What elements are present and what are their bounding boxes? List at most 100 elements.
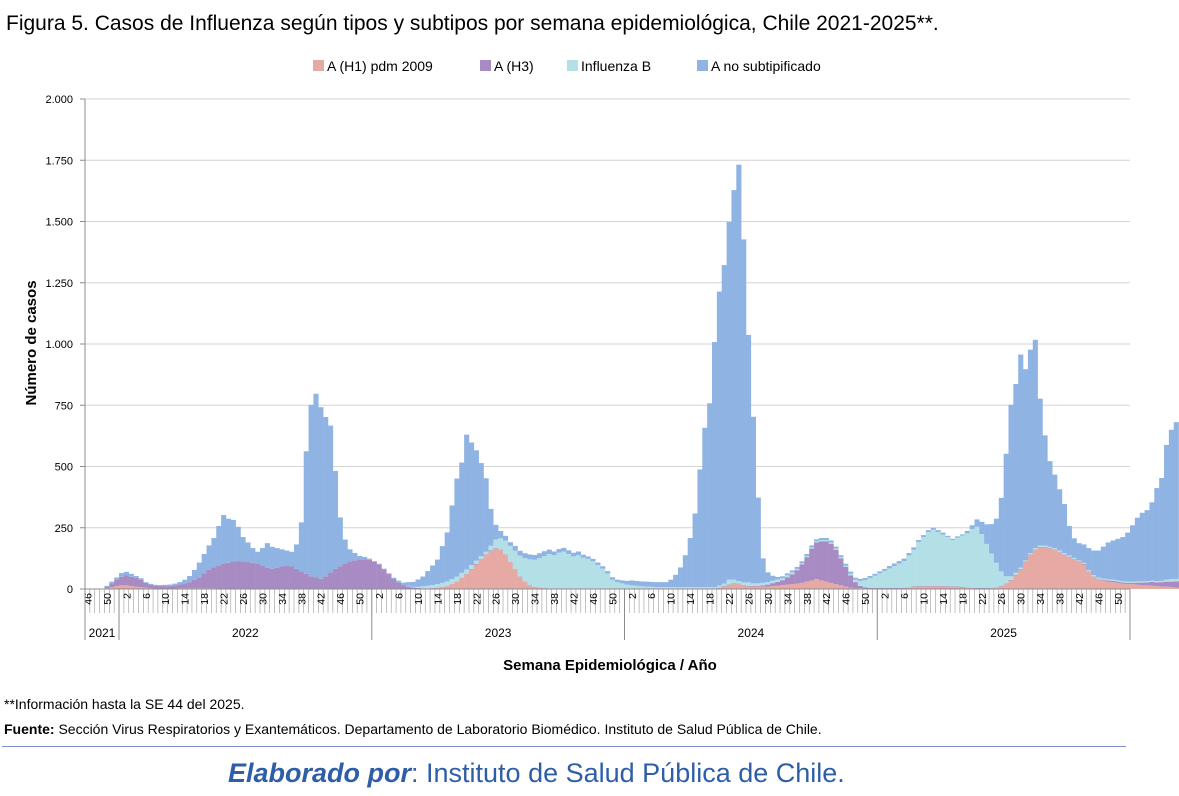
bar-segment: [1008, 580, 1014, 589]
bar-segment: [498, 530, 504, 539]
bar-segment: [886, 568, 893, 589]
bar-segment: [760, 558, 766, 583]
bar-segment: [775, 585, 781, 589]
bar-segment: [439, 582, 445, 587]
x-tick-label: 2: [627, 593, 639, 599]
bar-segment: [629, 585, 635, 589]
bar-segment: [1154, 586, 1160, 589]
bar-segment: [512, 550, 518, 570]
bar-segment: [614, 579, 620, 583]
y-tick-label: 750: [55, 400, 73, 412]
bar-segment: [867, 577, 873, 588]
bar-segment: [123, 571, 129, 576]
bar-segment: [1076, 543, 1082, 561]
bar-segment: [818, 580, 825, 589]
bar-segment: [1003, 576, 1009, 584]
bar-segment: [449, 584, 455, 589]
bar-segment: [833, 546, 839, 549]
x-tick-label: 10: [160, 593, 172, 605]
bar-segment: [658, 582, 664, 588]
bar-segment: [940, 586, 946, 589]
bar-segment: [1168, 587, 1174, 589]
bar-segment: [809, 580, 815, 589]
bar-segment: [1149, 585, 1155, 589]
bar-segment: [950, 587, 956, 589]
bar-segment: [1149, 580, 1155, 582]
bar-segment: [780, 580, 786, 586]
x-tick-label: 6: [899, 593, 911, 599]
bar-segment: [483, 554, 489, 589]
bar-segment: [119, 576, 125, 586]
bar-segment: [828, 540, 834, 543]
bar-segment: [639, 581, 645, 587]
bar-segment: [1095, 577, 1102, 579]
bar-segment: [109, 587, 115, 589]
bar-segment: [867, 576, 873, 578]
x-tick-label: 6: [646, 593, 658, 599]
bar-segment: [483, 551, 489, 555]
bar-segment: [289, 551, 295, 567]
bar-segment: [765, 572, 771, 583]
bar-segment: [148, 584, 154, 589]
bar-segment: [770, 586, 776, 589]
bar-segment: [182, 583, 188, 589]
bar-segment: [561, 551, 567, 589]
x-tick-label: 50: [1113, 593, 1125, 605]
bar-segment: [955, 536, 961, 538]
bar-segment: [663, 587, 669, 589]
bar-segment: [1149, 502, 1155, 581]
bar-segment: [128, 586, 134, 589]
bar-segment: [741, 582, 747, 585]
bar-segment: [1081, 564, 1087, 589]
bar-segment: [1134, 581, 1140, 583]
x-tick-label: 6: [141, 593, 153, 599]
x-tick-label: 22: [219, 593, 231, 605]
bar-segment: [843, 586, 849, 589]
bar-segment: [371, 561, 377, 589]
bar-segment: [235, 526, 241, 562]
bar-segment: [230, 561, 236, 589]
bar-segment: [269, 546, 275, 569]
bar-segment: [507, 542, 513, 546]
bar-segment: [245, 562, 251, 589]
bar-segment: [891, 565, 897, 589]
bar-segment: [294, 568, 300, 589]
bar-segment: [128, 573, 134, 577]
bar-segment: [1120, 582, 1126, 584]
bar-segment: [517, 550, 523, 556]
bar-segment: [852, 577, 859, 580]
bar-segment: [206, 545, 212, 570]
bar-segment: [935, 530, 941, 533]
bar-segment: [1003, 453, 1009, 577]
bar-segment: [1071, 538, 1077, 558]
bar-segment: [804, 553, 810, 556]
bar-segment: [867, 587, 873, 589]
bar-segment: [1057, 550, 1063, 552]
x-tick-label: 2: [374, 593, 386, 599]
bar-segment: [191, 569, 198, 580]
bar-segment: [877, 571, 883, 574]
bar-segment: [682, 555, 688, 588]
bar-segment: [925, 530, 931, 533]
bar-segment: [692, 587, 698, 589]
bar-segment: [1052, 548, 1058, 550]
footer-credit-emphasis: Elaborado por: [228, 758, 412, 788]
bar-segment: [328, 425, 334, 573]
bar-segment: [1066, 555, 1072, 557]
bar-segment: [532, 559, 538, 587]
bar-segment: [162, 584, 168, 587]
bar-segment: [974, 519, 980, 527]
y-tick-label: 500: [55, 462, 73, 474]
x-tick-label: 14: [685, 593, 697, 605]
bar-segment: [746, 582, 752, 587]
bar-segment: [104, 587, 110, 589]
bar-segment: [780, 585, 786, 589]
bar-segment: [1159, 580, 1165, 583]
bar-segment: [493, 539, 499, 549]
bar-segment: [770, 580, 776, 584]
x-tick-label: 18: [452, 593, 464, 605]
bar-segment: [575, 555, 582, 589]
bar-segment: [809, 548, 815, 581]
bar-segment: [259, 548, 266, 566]
